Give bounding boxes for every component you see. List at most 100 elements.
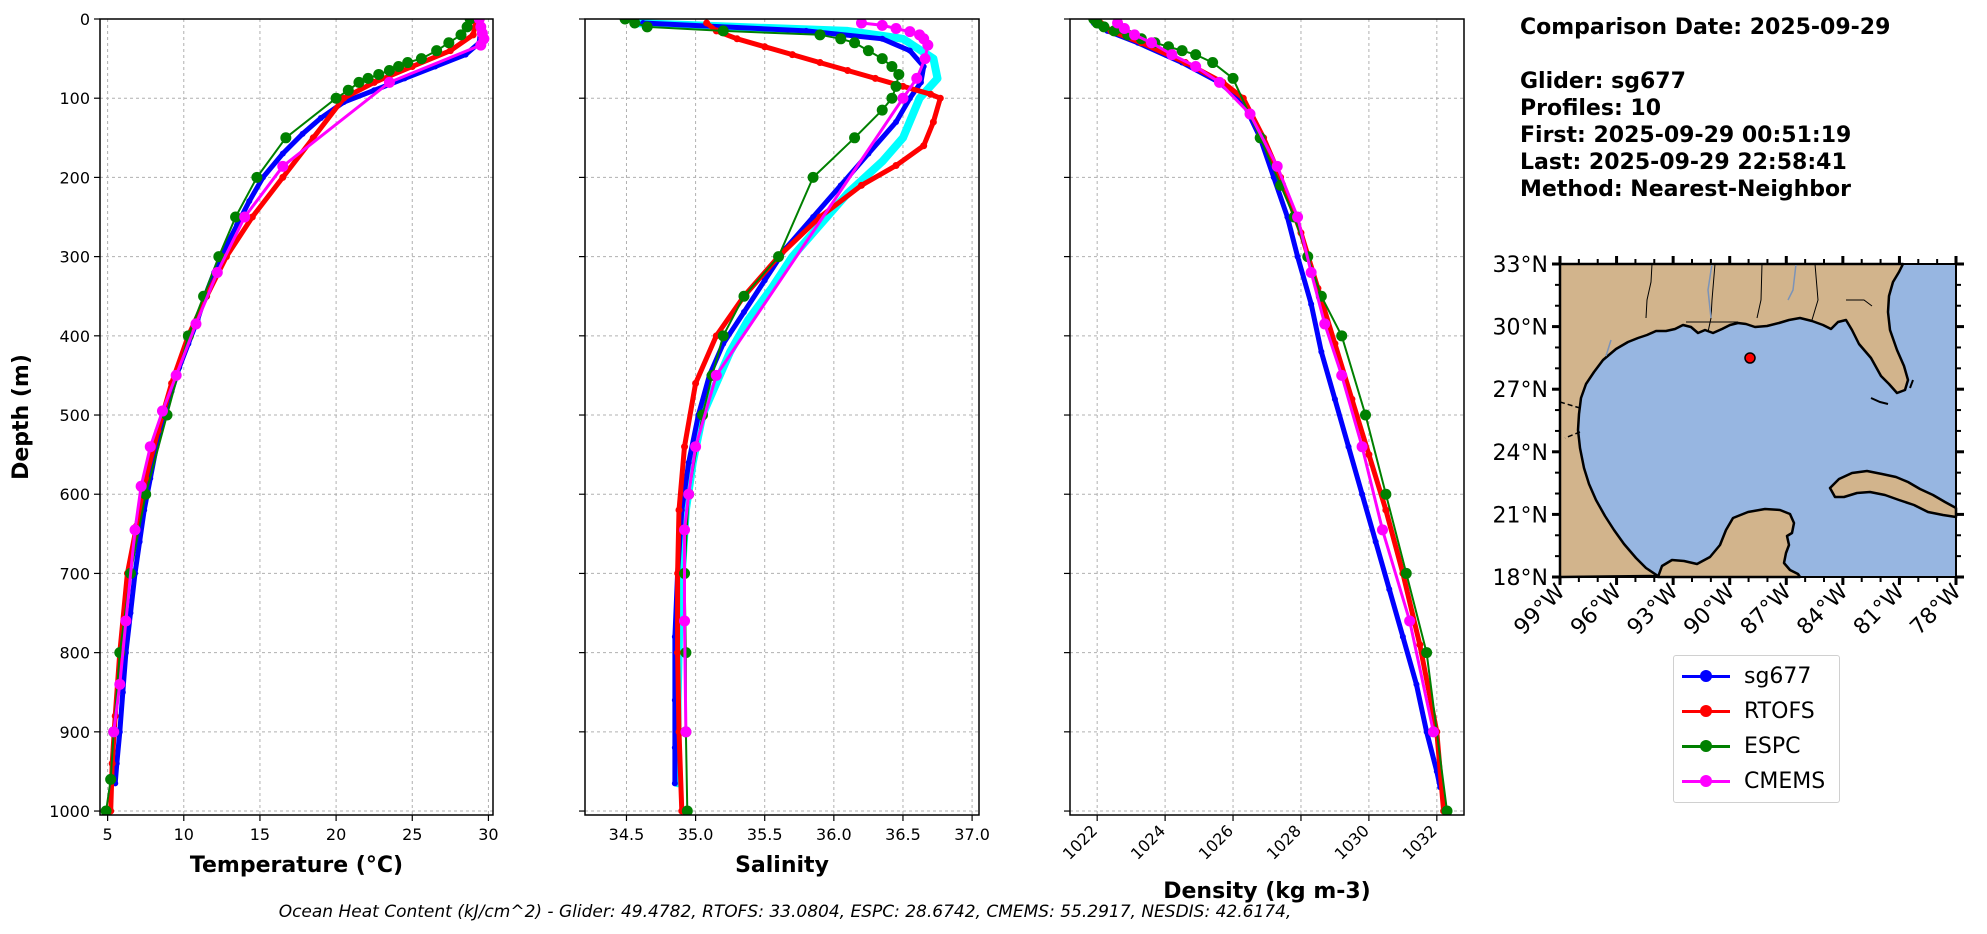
y-tick-label: 300 xyxy=(59,248,90,267)
y-tick-label: 900 xyxy=(59,723,90,742)
data-point-sg677 xyxy=(127,610,134,617)
data-point-sg677-aux xyxy=(916,95,923,102)
data-point-rtofs xyxy=(816,59,824,67)
data-point-espc xyxy=(1098,21,1110,33)
first-profile: First: 2025-09-29 00:51:19 xyxy=(1520,123,1852,148)
map-borders xyxy=(1645,263,1873,333)
lon-tick-label: 84°W xyxy=(1792,579,1853,640)
data-point-sg677 xyxy=(1372,538,1379,545)
data-point-cmems xyxy=(904,26,916,38)
y-tick-label: 700 xyxy=(59,564,90,583)
data-point-sg677 xyxy=(740,309,747,316)
data-point-espc xyxy=(362,72,374,84)
data-point-rtofs xyxy=(871,74,879,82)
data-point-sg677 xyxy=(317,115,324,122)
data-point-sg677 xyxy=(1294,253,1301,260)
data-point-espc xyxy=(1207,57,1219,69)
data-point-espc xyxy=(814,29,826,41)
x-tick-label: 20 xyxy=(326,825,346,844)
lat-tick-label: 33°N xyxy=(1493,253,1548,278)
data-point-cmems xyxy=(383,76,395,88)
data-point-sg677 xyxy=(1284,214,1291,221)
x-axis-label: Salinity xyxy=(735,853,829,878)
data-point-sg677 xyxy=(1413,681,1420,688)
data-point-espc xyxy=(455,29,467,41)
series-line-cmems xyxy=(112,19,486,734)
data-point-cmems xyxy=(690,441,702,453)
lat-tick-label: 24°N xyxy=(1493,441,1548,466)
data-point-espc xyxy=(251,171,263,183)
data-point-sg677 xyxy=(671,780,678,787)
data-point-rtofs xyxy=(733,35,741,43)
data-point-cmems xyxy=(1305,266,1317,278)
data-point-cmems xyxy=(855,19,867,29)
last-profile: Last: 2025-09-29 22:58:41 xyxy=(1520,150,1847,175)
data-point-sg677 xyxy=(1318,348,1325,355)
data-point-sg677 xyxy=(136,538,143,545)
method: Method: Nearest-Neighbor xyxy=(1520,177,1851,202)
data-point-rtofs xyxy=(929,118,937,126)
data-point-espc xyxy=(641,21,653,33)
x-axis-label: Temperature (°C) xyxy=(190,853,403,878)
data-point-rtofs xyxy=(844,66,852,74)
data-point-espc xyxy=(402,57,414,69)
profile-count: Profiles: 10 xyxy=(1520,96,1662,121)
data-point-cmems xyxy=(211,266,223,278)
data-point-rtofs xyxy=(761,43,769,51)
lon-tick-label: 87°W xyxy=(1736,579,1797,640)
data-point-espc xyxy=(1176,45,1188,57)
x-tick-label: 1030 xyxy=(1331,821,1373,863)
profile-panel-1: 5 10 15 20 25 3001002003004005006007008009001… xyxy=(9,10,499,878)
data-point-sg677 xyxy=(906,95,913,102)
data-point-cmems xyxy=(1271,160,1283,172)
data-point-espc xyxy=(1227,72,1239,84)
data-point-espc xyxy=(886,61,898,73)
data-point-espc xyxy=(342,84,354,96)
x-tick-label: 34.5 xyxy=(609,825,645,844)
legend-swatch xyxy=(1682,669,1730,682)
data-point-rtofs xyxy=(857,181,865,189)
y-tick-label: 400 xyxy=(59,327,90,346)
data-point-rtofs xyxy=(248,213,256,221)
data-point-sg677 xyxy=(246,198,253,205)
x-tick-label: 1024 xyxy=(1127,821,1169,863)
data-point-espc xyxy=(383,64,395,76)
data-point-cmems xyxy=(680,726,692,738)
lat-tick-label: 18°N xyxy=(1493,566,1548,591)
data-point-sg677 xyxy=(906,47,913,54)
data-point-sg677 xyxy=(1399,633,1406,640)
axes-frame xyxy=(584,18,980,816)
profile-panel-3: 1022 1024 1026 1028 1030 1032 Density (kg m-3) xyxy=(1059,18,1465,904)
data-point-sg677 xyxy=(761,277,768,284)
legend-swatch xyxy=(1682,704,1730,717)
x-tick-label: 5 xyxy=(103,825,113,844)
y-tick-label: 1000 xyxy=(49,802,90,821)
data-point-cmems xyxy=(1190,61,1202,73)
data-point-espc xyxy=(835,33,847,45)
lon-tick-label: 90°W xyxy=(1679,579,1740,640)
data-point-sg677-aux xyxy=(930,55,937,62)
data-point-cmems xyxy=(911,72,923,84)
lat-tick-label: 30°N xyxy=(1493,316,1548,341)
data-point-cmems xyxy=(190,318,202,330)
x-tick-label: 1026 xyxy=(1195,821,1237,863)
glider-marker xyxy=(1744,352,1756,364)
x-tick-label: 36.0 xyxy=(816,825,852,844)
lon-tick-label: 81°W xyxy=(1849,579,1910,640)
series-line-rtofs xyxy=(675,20,943,814)
x-tick-label: 1028 xyxy=(1263,821,1305,863)
data-point-rtofs xyxy=(920,142,928,150)
data-point-cmems xyxy=(1292,211,1304,223)
data-point-sg677 xyxy=(299,130,306,137)
data-point-cmems xyxy=(1427,726,1439,738)
data-point-cmems xyxy=(683,488,695,500)
data-point-sg677 xyxy=(810,214,817,221)
data-point-sg677 xyxy=(1331,396,1338,403)
data-point-cmems xyxy=(1336,369,1348,381)
data-point-rtofs xyxy=(340,94,348,102)
x-tick-label: 35.5 xyxy=(747,825,783,844)
data-point-cmems xyxy=(239,211,251,223)
data-point-rtofs xyxy=(936,94,944,102)
data-point-espc xyxy=(717,330,729,342)
